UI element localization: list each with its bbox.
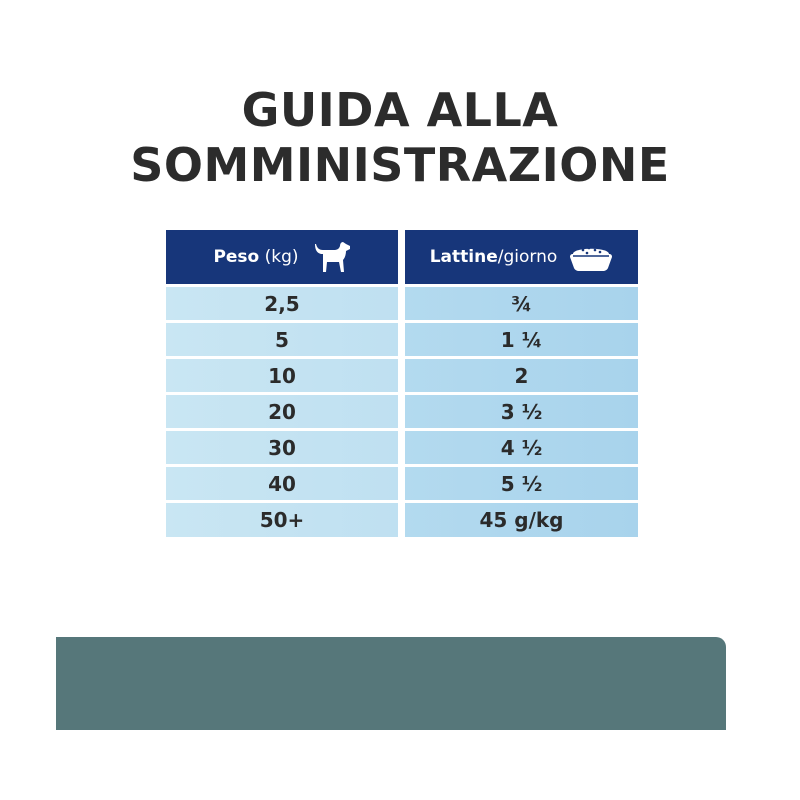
header-weight: Peso (kg) <box>166 230 398 284</box>
cell-weight: 20 <box>166 395 398 428</box>
header-cans-unit: /giorno <box>497 247 558 267</box>
cell-cans: 1 ¼ <box>405 323 638 356</box>
food-bowl-icon <box>570 246 613 271</box>
cell-cans: 45 g/kg <box>405 503 638 537</box>
header-weight-label: Peso <box>213 247 260 267</box>
page-title-line2: SOMMINISTRAZIONE <box>130 138 670 192</box>
bottom-banner <box>56 637 726 730</box>
cell-weight: 40 <box>166 467 398 500</box>
cell-weight: 10 <box>166 359 398 392</box>
cell-cans: 2 <box>405 359 638 392</box>
cell-weight: 2,5 <box>166 287 398 320</box>
header-cans: Lattine /giorno <box>405 230 638 284</box>
cell-cans: 4 ½ <box>405 431 638 464</box>
cell-cans: 3 ½ <box>405 395 638 428</box>
cell-weight: 5 <box>166 323 398 356</box>
cell-cans: ¾ <box>405 287 638 320</box>
page-title-line1: GUIDA ALLA <box>241 83 559 137</box>
cell-weight: 50+ <box>166 503 398 537</box>
header-weight-unit: (kg) <box>259 247 299 267</box>
cell-cans: 5 ½ <box>405 467 638 500</box>
dog-icon <box>314 242 350 272</box>
cell-weight: 30 <box>166 431 398 464</box>
header-cans-label: Lattine <box>429 247 498 267</box>
